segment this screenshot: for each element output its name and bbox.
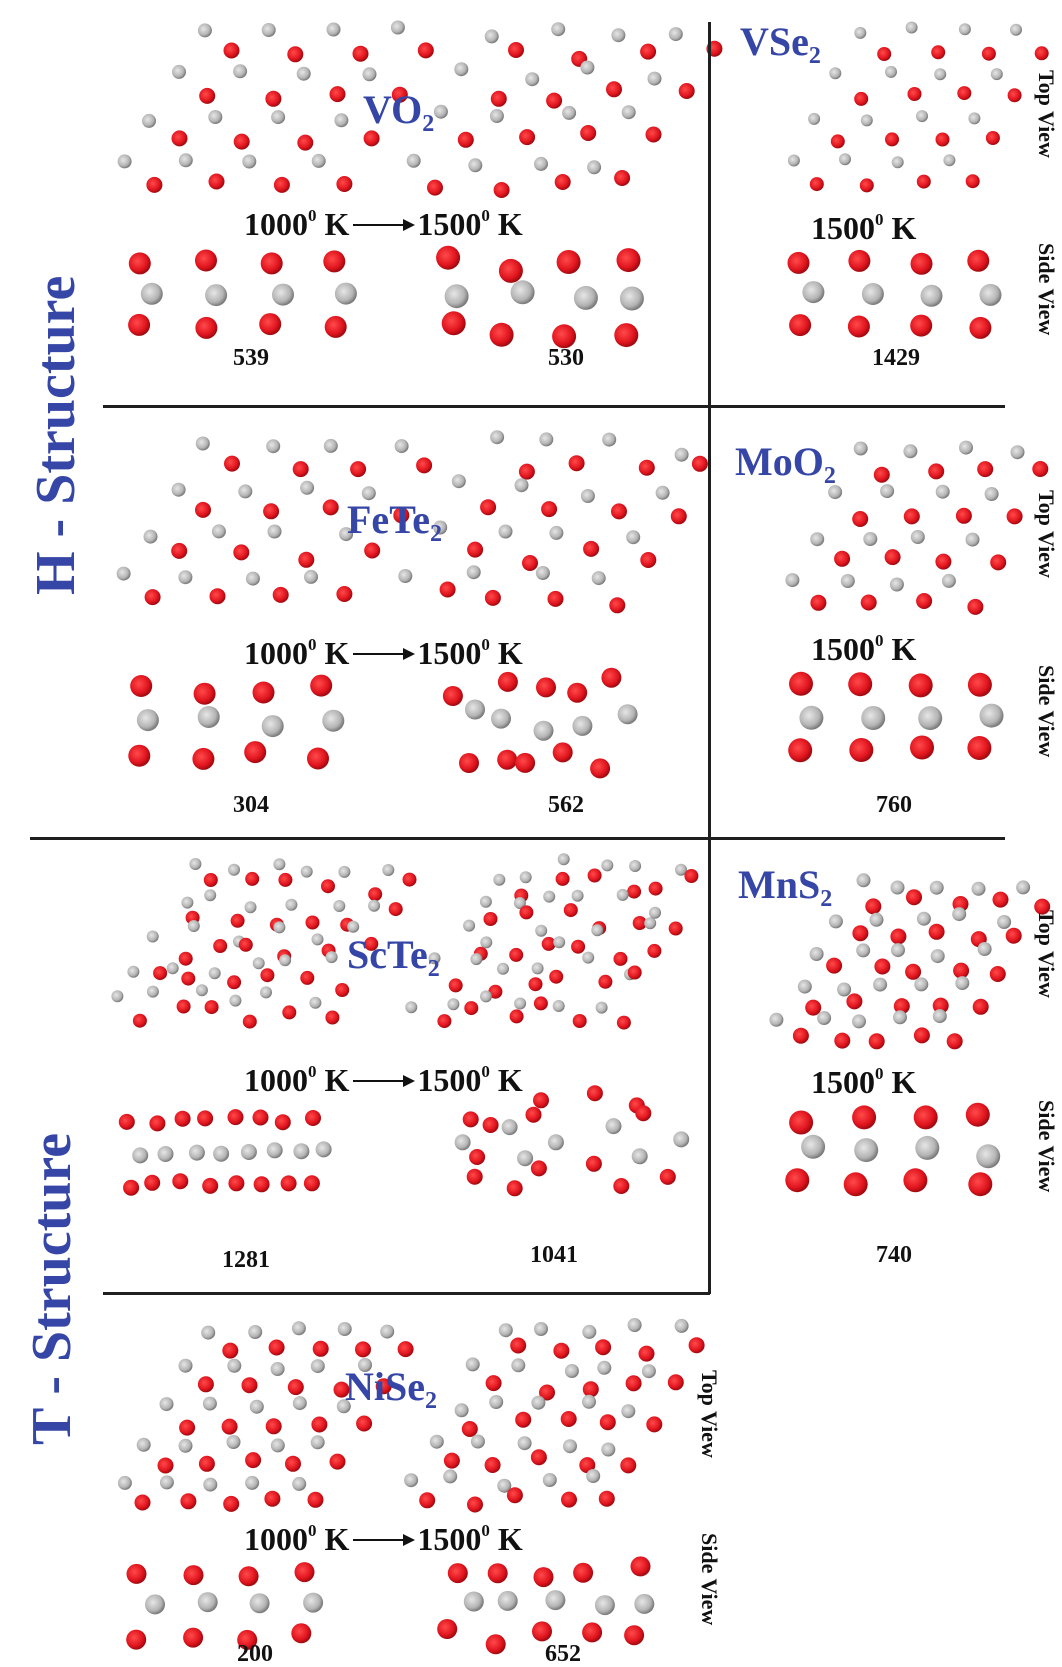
top-view-label-vse2: Top View	[1034, 70, 1059, 158]
h-structure-title: H - Structure	[25, 275, 87, 595]
temp-transition-nise2: 10000 K 15000 K	[244, 1521, 523, 1557]
top-view-label-mns2: Top View	[1034, 910, 1059, 998]
arrow-icon	[353, 1534, 416, 1546]
temp-transition-vo2: 10000 K 15000 K	[244, 206, 523, 242]
side-view-label-mns2: Side View	[1034, 1100, 1059, 1193]
arrow-icon	[353, 219, 416, 231]
side-view-label-moo2: Side View	[1034, 665, 1059, 758]
t-structure-title: T - Structure	[21, 1132, 83, 1445]
temp-mns2: 15000 K	[811, 1064, 917, 1100]
compound-label-mns2: MnS2	[738, 862, 833, 912]
count-scte2-1500k: 1041	[530, 1242, 578, 1268]
count-vse2-1500k: 1429	[872, 345, 920, 371]
count-nise2-1500k: 652	[545, 1641, 581, 1667]
arrow-icon	[353, 1075, 416, 1087]
compound-label-vo2: VO2	[363, 87, 435, 137]
temp-transition-fete2: 10000 K 15000 K	[244, 635, 523, 671]
count-fete2-1500k: 562	[548, 792, 584, 818]
count-mns2-1500k: 740	[876, 1242, 912, 1268]
temp-vse2: 15000 K	[811, 210, 917, 246]
side-view-label-nise2: Side View	[697, 1533, 722, 1626]
temp-transition-scte2: 10000 K 15000 K	[244, 1062, 523, 1098]
compound-label-moo2: MoO2	[735, 439, 836, 489]
side-view-label-vse2: Side View	[1034, 243, 1059, 336]
count-moo2-1500k: 760	[876, 792, 912, 818]
horizontal-divider-h1	[103, 405, 1005, 408]
count-nise2-1000k: 200	[237, 1641, 273, 1667]
count-scte2-1000k: 1281	[222, 1247, 270, 1273]
horizontal-divider-h-t	[30, 837, 1005, 840]
compound-label-fete2: FeTe2	[347, 497, 442, 547]
temp-moo2: 15000 K	[811, 631, 917, 667]
count-fete2-1000k: 304	[233, 792, 269, 818]
count-vo2-1000k: 539	[233, 345, 269, 371]
compound-label-vse2: VSe2	[740, 19, 821, 69]
compound-label-scte2: ScTe2	[347, 932, 440, 982]
vertical-divider	[708, 22, 711, 1294]
arrow-icon	[353, 648, 416, 660]
horizontal-divider-t1	[103, 1292, 710, 1295]
top-view-label-moo2: Top View	[1034, 490, 1059, 578]
top-view-label-nise2: Top View	[697, 1370, 722, 1458]
count-vo2-1500k: 530	[548, 345, 584, 371]
compound-label-nise2: NiSe2	[345, 1364, 437, 1414]
